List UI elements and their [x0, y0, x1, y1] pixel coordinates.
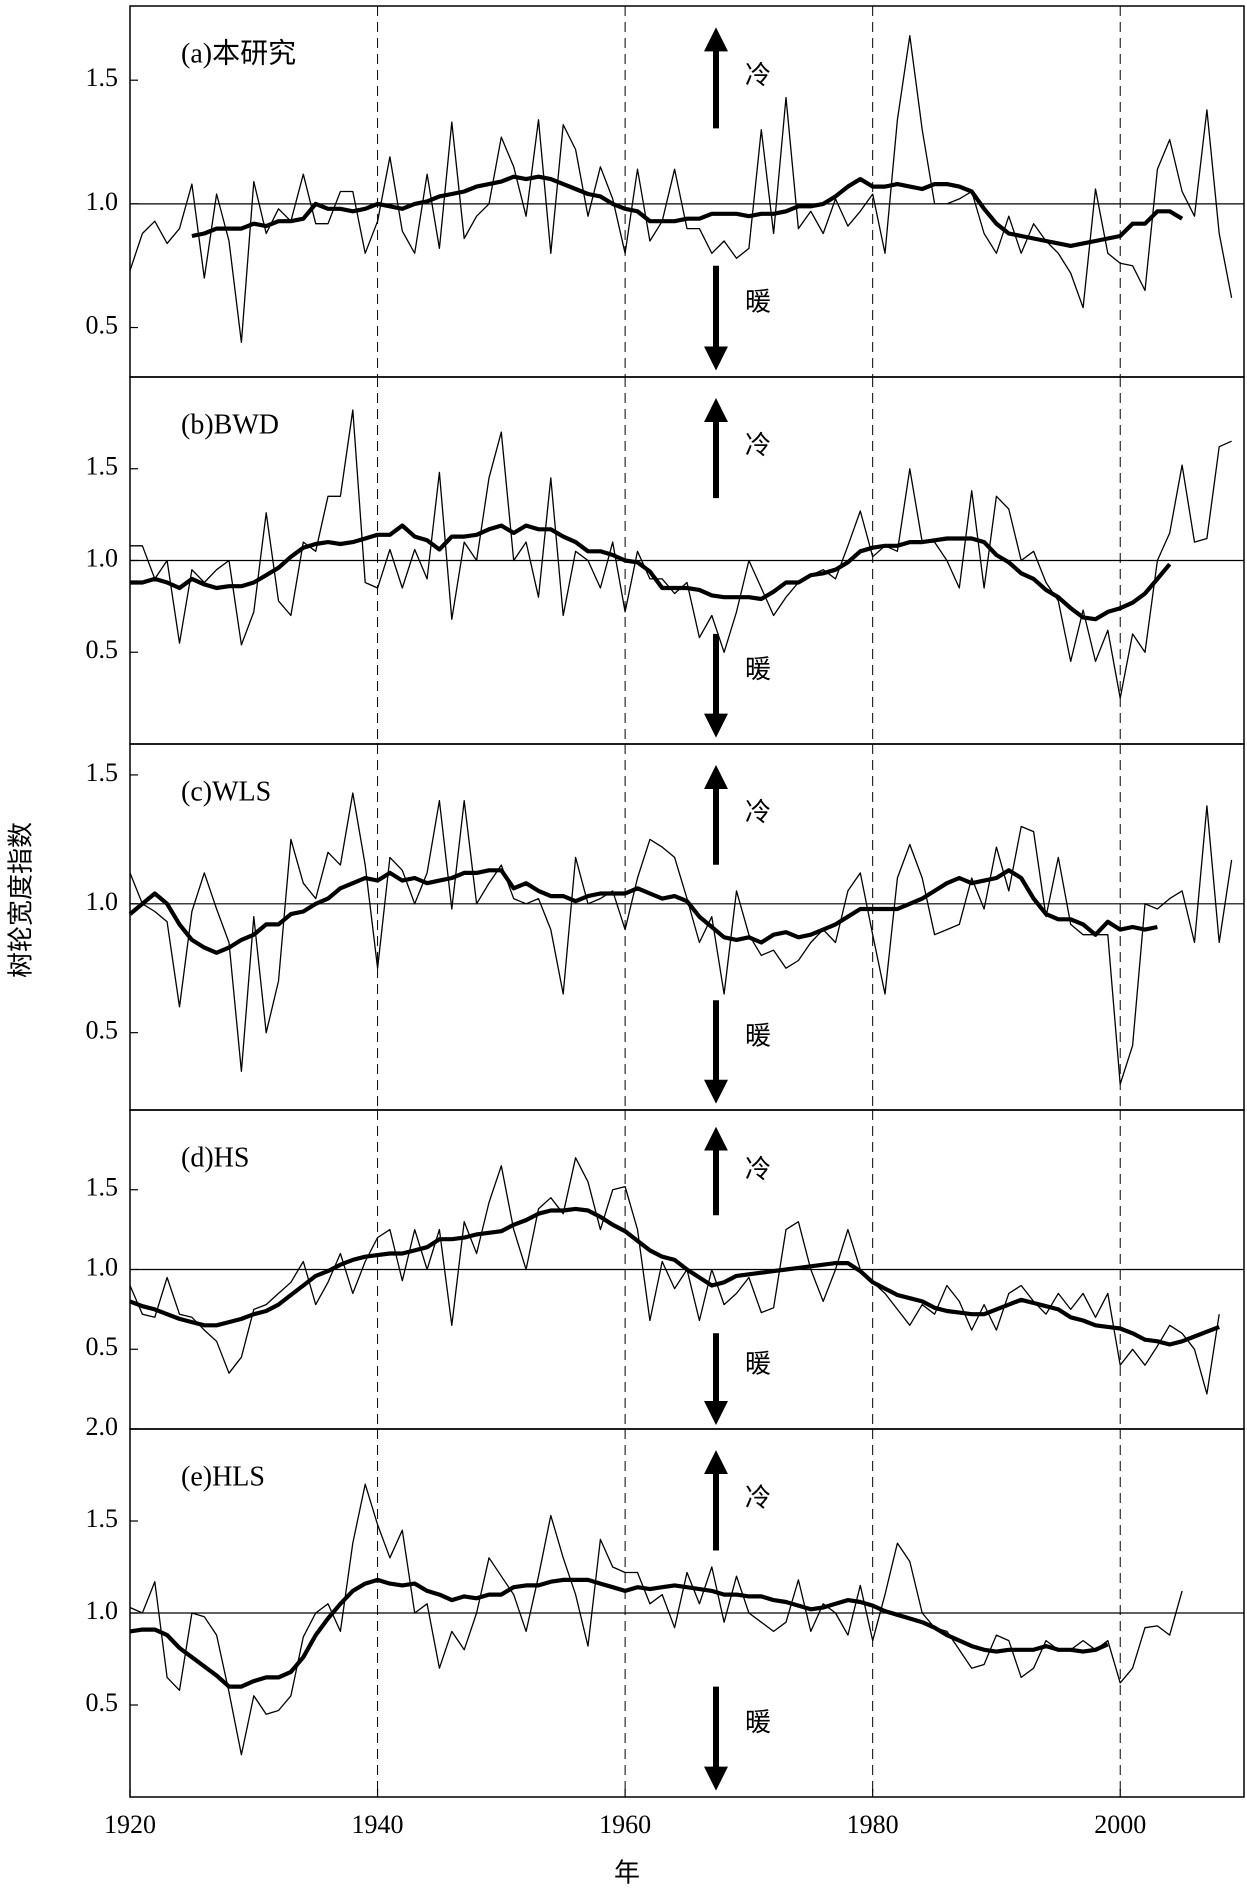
y-tick-label: 1.0: [86, 187, 119, 216]
smoothed-line: [128, 868, 1158, 955]
y-tick-label: 1.0: [86, 543, 119, 572]
x-tick-label: 1960: [599, 1810, 651, 1839]
panel-title: (e)HLS: [181, 1461, 265, 1492]
y-tick-label: 1.0: [86, 887, 119, 916]
annotation: 冷: [745, 61, 771, 91]
smoothed-line: [129, 1206, 1220, 1347]
panel-frame: [129, 743, 1245, 1111]
panel-frame: [129, 5, 1245, 378]
y-tick-label: 0.5: [86, 1016, 119, 1045]
y-tick-label: 1.0: [86, 1252, 119, 1281]
annual-line: [129, 792, 1233, 1085]
y-tick-label: 1.5: [86, 1504, 119, 1533]
y-tick-label: 0.5: [86, 1332, 119, 1361]
annual-line: [129, 1157, 1220, 1395]
y-axis-label: 树轮宽度指数: [7, 822, 37, 978]
y-tick-label: 1.5: [86, 1173, 119, 1202]
annotation: 冷: [745, 431, 771, 461]
panel-title: (c)WLS: [181, 776, 271, 807]
y-tick-label: 2.0: [86, 1412, 119, 1441]
x-axis-label: 年: [614, 1859, 640, 1889]
annotation: 暖: [745, 287, 771, 317]
annotation: 冷: [745, 1155, 771, 1185]
smoothed-line: [129, 1577, 1109, 1689]
annotation: 冷: [745, 1483, 771, 1513]
y-tick-label: 1.5: [86, 758, 119, 787]
annotation: 暖: [745, 1350, 771, 1380]
x-tick-label: 1920: [104, 1810, 156, 1839]
y-tick-label: 0.5: [86, 311, 119, 340]
annual-line: [129, 1483, 1183, 1756]
panel-title: (a)本研究: [181, 37, 296, 69]
panel-frame: [129, 1428, 1245, 1798]
annotation: 冷: [745, 798, 771, 828]
smoothed-line: [130, 523, 1172, 622]
y-tick-label: 1.0: [86, 1596, 119, 1625]
x-tick-label: 1980: [847, 1810, 899, 1839]
y-tick-label: 1.5: [86, 452, 119, 481]
y-tick-label: 1.5: [86, 63, 119, 92]
panel-title: (d)HS: [181, 1142, 249, 1173]
annotation: 暖: [745, 1021, 771, 1051]
smoothed-line: [191, 174, 1184, 248]
annotation: 暖: [745, 655, 771, 685]
x-tick-label: 2000: [1094, 1810, 1146, 1839]
y-tick-label: 0.5: [86, 635, 119, 664]
annual-line: [129, 35, 1233, 344]
annotation: 暖: [745, 1708, 771, 1738]
x-tick-label: 1940: [352, 1810, 404, 1839]
panel-title: (b)BWD: [181, 409, 279, 440]
y-tick-label: 0.5: [86, 1688, 119, 1717]
